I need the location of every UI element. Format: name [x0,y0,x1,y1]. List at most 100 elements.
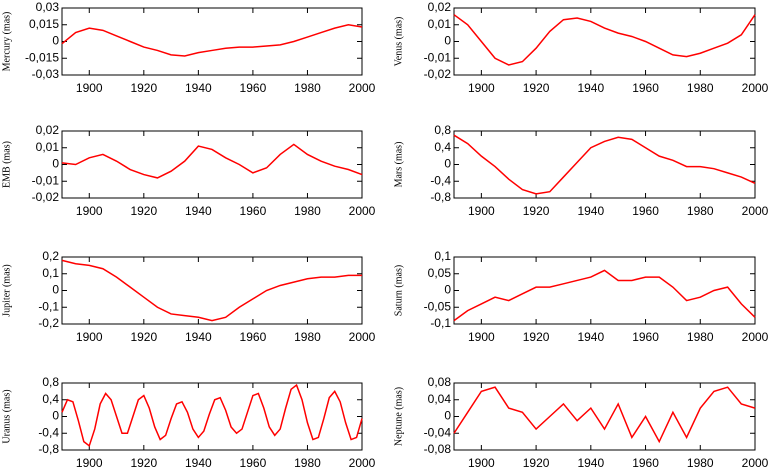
x-tick-label: 1960 [632,81,659,95]
y-tick-label: 0,02 [428,0,452,14]
x-tick-label: 1920 [130,456,157,470]
x-tick-label: 1960 [632,456,659,470]
x-tick-label: 1940 [577,81,604,95]
y-tick-label: 0 [444,157,451,171]
y-tick-label: -0,8 [430,190,451,204]
x-tick-label: 1960 [632,204,659,218]
y-tick-label: 0 [444,283,451,297]
y-tick-label: 0,4 [42,392,59,406]
x-tick-label: 1900 [468,81,495,95]
y-axis-label: Uranus (mas) [1,389,12,443]
y-tick-label: -0,01 [32,173,60,187]
x-tick-label: 2000 [349,81,376,95]
plot-frame [61,382,363,451]
y-tick-label: -0,2 [38,316,59,330]
x-tick-label: 1980 [687,81,714,95]
plot-frame [453,256,756,325]
y-tick-label: -0,1 [38,299,59,313]
y-axis-label: EMB (mas) [1,141,12,188]
y-tick-label: 0 [52,283,59,297]
data-line [453,269,756,322]
y-tick-label: 0,02 [36,123,60,137]
x-tick-label: 1980 [294,330,321,344]
y-tick-label: 0 [52,157,59,171]
x-tick-label: 2000 [349,456,376,470]
y-tick-label: -0,03 [32,67,60,81]
y-tick-label: -0,08 [424,442,452,456]
y-tick-label: 0,1 [434,249,451,263]
x-tick-label: 1980 [687,456,714,470]
y-tick-label: 0,1 [42,266,59,280]
data-line [61,259,362,322]
x-tick-label: 1900 [76,456,103,470]
y-tick-label: -0,01 [424,50,452,64]
x-tick-label: 1940 [185,330,212,344]
y-tick-label: -0,4 [38,425,59,439]
y-tick-label: -0,1 [430,316,451,330]
y-tick-label: -0,4 [430,173,451,187]
y-tick-label: 0 [444,34,451,48]
plot-frame [61,7,363,76]
y-axis-label: Venus (mas) [393,17,404,67]
x-tick-label: 1920 [130,330,157,344]
y-tick-label: 0,01 [428,17,452,31]
x-tick-label: 1940 [577,330,604,344]
x-tick-label: 1940 [185,456,212,470]
y-tick-label: 0,03 [36,0,60,14]
y-tick-label: 0,08 [428,375,452,389]
x-tick-label: 1920 [523,81,550,95]
y-tick-label: 0,05 [428,266,452,280]
y-tick-label: 0,015 [29,17,59,31]
x-tick-label: 1900 [76,81,103,95]
y-axis-label: Saturn (mas) [393,265,404,316]
x-tick-label: 1940 [185,204,212,218]
x-tick-label: 1940 [577,204,604,218]
x-tick-label: 1980 [294,204,321,218]
y-tick-label: 0 [52,409,59,423]
y-axis-label: Mercury (mas) [1,12,12,72]
x-tick-label: 1900 [468,330,495,344]
x-tick-label: 1920 [523,456,550,470]
x-tick-label: 1960 [632,330,659,344]
y-axis-label: Mars (mas) [393,142,404,188]
x-tick-label: 1900 [76,204,103,218]
data-line [453,134,756,195]
x-tick-label: 2000 [742,456,769,470]
x-tick-label: 1940 [185,81,212,95]
plot-frame [61,130,363,199]
x-tick-label: 1960 [240,330,267,344]
y-tick-label: -0,02 [32,190,60,204]
y-tick-label: 0,01 [36,140,60,154]
plot-frame [453,7,756,76]
x-tick-label: 1900 [468,204,495,218]
x-tick-label: 2000 [742,81,769,95]
x-tick-label: 1960 [240,204,267,218]
x-tick-label: 2000 [742,204,769,218]
y-tick-label: 0 [444,409,451,423]
y-tick-label: 0,8 [434,123,451,137]
data-line [453,14,756,66]
y-tick-label: 0 [52,34,59,48]
y-tick-label: -0,015 [25,50,59,64]
y-axis-label: Neptune (mas) [393,387,404,446]
y-axis-label: Jupiter (mas) [1,264,12,317]
x-tick-label: 1900 [76,330,103,344]
x-tick-label: 1900 [468,456,495,470]
data-line [61,23,363,57]
x-tick-label: 1960 [240,81,267,95]
x-tick-label: 1920 [523,330,550,344]
x-tick-label: 1980 [294,81,321,95]
x-tick-label: 2000 [349,204,376,218]
y-tick-label: -0,8 [38,442,59,456]
y-tick-label: -0,02 [424,67,452,81]
x-tick-label: 1960 [240,456,267,470]
x-tick-label: 2000 [742,330,769,344]
x-tick-label: 1920 [130,204,157,218]
x-tick-label: 1980 [687,330,714,344]
x-tick-label: 1920 [130,81,157,95]
y-tick-label: 0,04 [428,392,452,406]
plot-frame [61,256,363,325]
x-tick-label: 1980 [687,204,714,218]
y-tick-label: -0,05 [424,299,452,313]
